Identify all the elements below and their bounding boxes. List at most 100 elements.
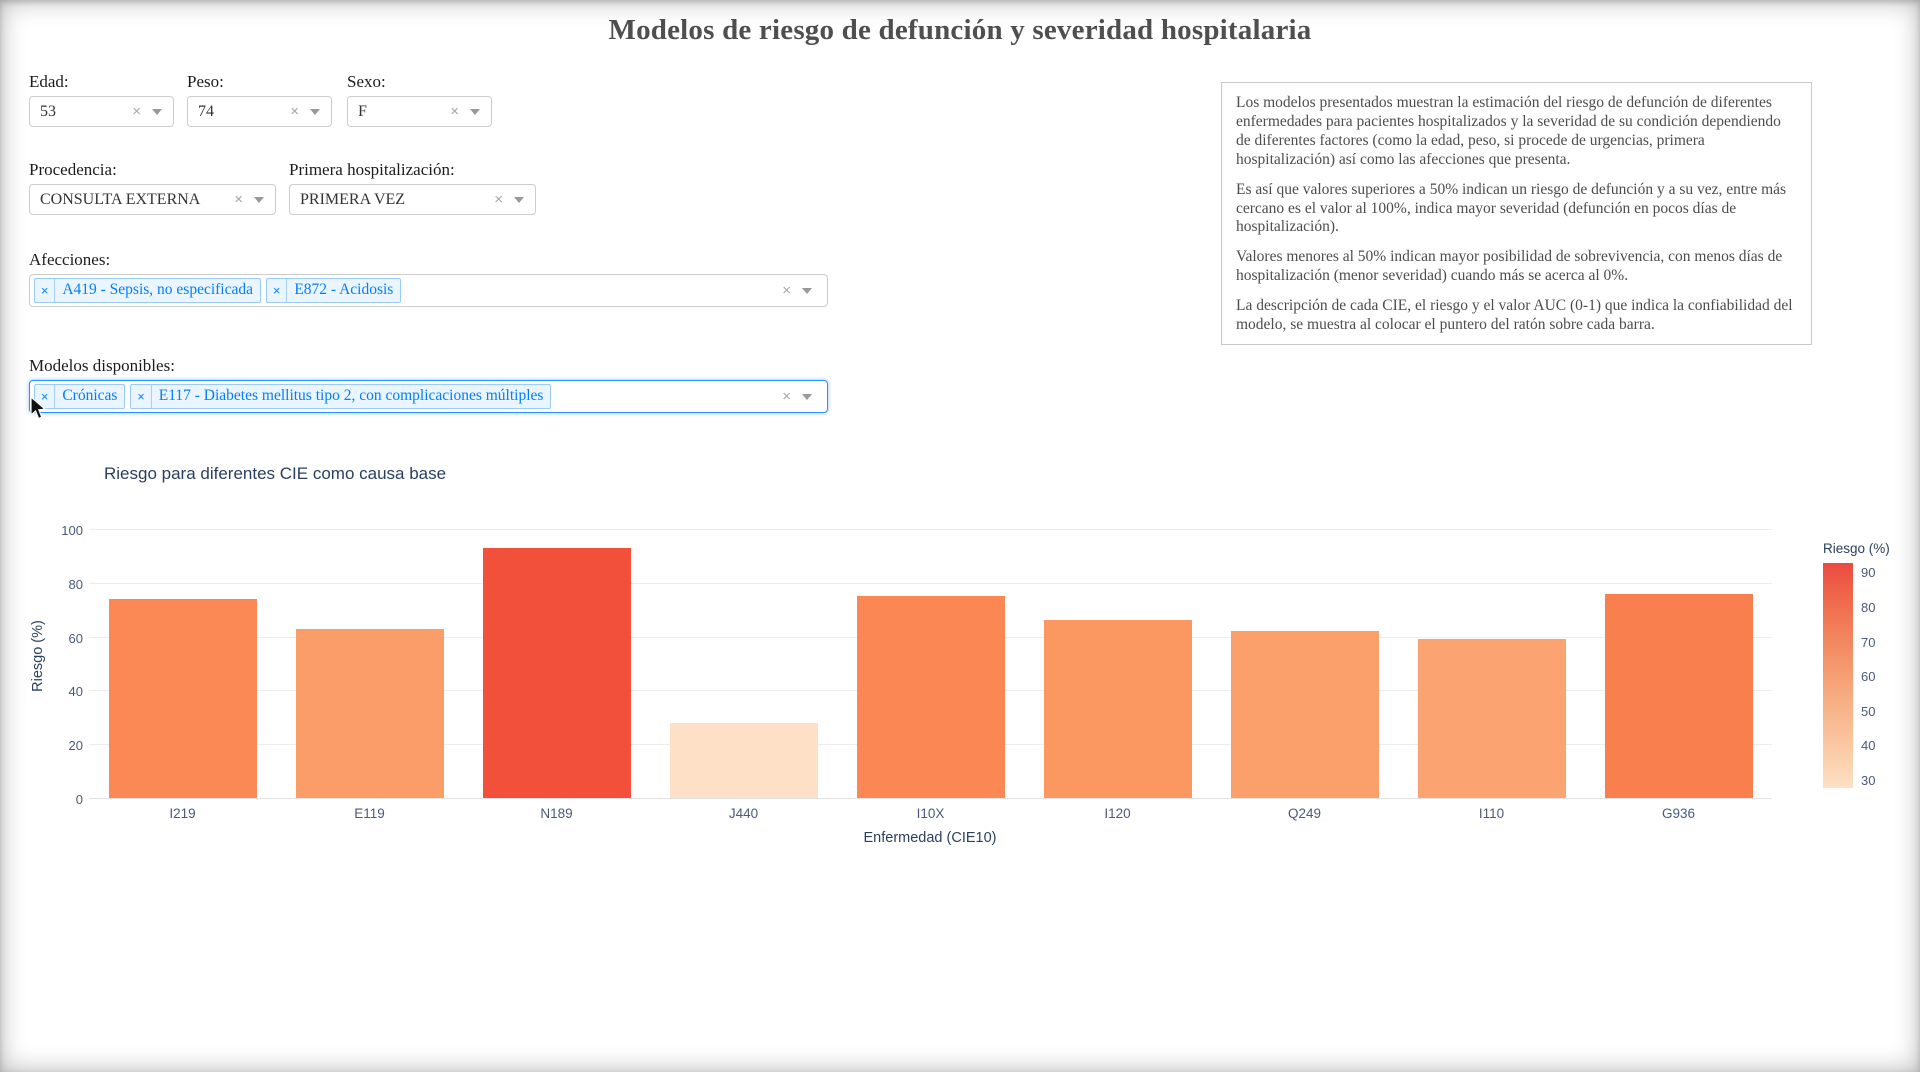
info-box: Los modelos presentados muestran la esti…	[1221, 82, 1812, 345]
afecciones-label: Afecciones:	[29, 250, 111, 269]
info-paragraph: Es así que valores superiores a 50% indi…	[1236, 180, 1787, 236]
afecciones-multiselect[interactable]: × A419 - Sepsis, no especificada × E872 - A…	[29, 274, 828, 307]
peso-select[interactable]: 74 ×	[187, 96, 332, 127]
afeccion-chip-remove-icon[interactable]: ×	[267, 279, 288, 302]
info-paragraph: Los modelos presentados muestran la esti…	[1236, 94, 1781, 168]
modelo-chip: × E117 - Diabetes mellitus tipo 2, con co…	[130, 384, 552, 409]
primera-hospitalizacion-value: PRIMERA VEZ	[300, 190, 406, 208]
bar-J440[interactable]	[669, 722, 818, 798]
procedencia-select[interactable]: CONSULTA EXTERNA ×	[29, 184, 276, 215]
peso-label: Peso:	[187, 72, 224, 91]
colorbar-tick-label: 80	[1861, 600, 1876, 615]
procedencia-dropdown-arrow-icon[interactable]	[254, 196, 264, 203]
colorbar-tick-label: 70	[1861, 634, 1876, 650]
bar-I110[interactable]	[1417, 639, 1566, 798]
x-axis-line	[89, 798, 1772, 799]
colorbar-tick-label: 50	[1861, 703, 1876, 719]
y-axis-tick-label: 60	[68, 630, 83, 646]
modelos-chip-list: × Crónicas × E117 - Diabetes mellitus tipo …	[34, 384, 782, 409]
afeccion-chip-label: E872 - Acidosis	[294, 281, 394, 298]
y-axis-tick-label: 20	[68, 738, 83, 754]
modelos-dropdown-arrow-icon[interactable]	[802, 393, 812, 400]
chart-title: Riesgo para diferentes CIE como causa ba…	[104, 464, 447, 483]
field-primera-hospitalizacion: Primera hospitalización: PRIMERA VEZ ×	[289, 160, 536, 215]
sexo-select[interactable]: F ×	[347, 96, 492, 127]
peso-dropdown-arrow-icon[interactable]	[310, 108, 320, 115]
afeccion-chip: × A419 - Sepsis, no especificada	[34, 278, 261, 303]
field-edad: Edad: 53 ×	[29, 72, 174, 127]
colorbar-tick-label: 60	[1861, 669, 1876, 685]
x-axis-tick-label: Q249	[1287, 806, 1322, 821]
field-modelos-disponibles: Modelos disponibles: × Crónicas × E117 - Di…	[29, 356, 828, 413]
modelos-disponibles-label: Modelos disponibles:	[29, 356, 175, 375]
x-axis-tick-label: I120	[1104, 806, 1131, 821]
info-paragraph: La descripción de cada CIE, el riesgo y …	[1236, 297, 1793, 334]
procedencia-label: Procedencia:	[29, 160, 117, 179]
x-axis-tick-label: I10X	[916, 806, 945, 821]
x-axis-tick-label: I110	[1478, 806, 1505, 821]
x-axis-tick-label: E119	[354, 806, 385, 821]
x-axis-tick-label: J440	[728, 806, 759, 821]
colorbar-tick-label: 90	[1861, 565, 1876, 581]
bar-N189[interactable]	[482, 547, 631, 798]
modelo-chip-label: E117 - Diabetes mellitus tipo 2, con com…	[158, 387, 544, 404]
sexo-dropdown-arrow-icon[interactable]	[470, 108, 480, 115]
peso-clear-icon[interactable]: ×	[290, 103, 299, 120]
afeccion-chip-label: A419 - Sepsis, no especificada	[62, 281, 253, 298]
info-paragraph: Valores menores al 50% indican mayor pos…	[1236, 248, 1783, 285]
y-axis-tick-label: 40	[68, 684, 83, 700]
modelo-chip-label: Crónicas	[62, 387, 118, 404]
afecciones-clear-icon[interactable]: ×	[782, 282, 791, 299]
page-title: Modelos de riesgo de defunción y severid…	[608, 14, 1312, 46]
colorbar-gradient	[1823, 563, 1853, 788]
y-gridline	[89, 529, 1772, 530]
bar-I10X[interactable]	[856, 596, 1005, 798]
bar-E119[interactable]	[295, 628, 444, 798]
edad-clear-icon[interactable]: ×	[132, 103, 141, 120]
modelo-chip-remove-icon[interactable]: ×	[35, 385, 56, 408]
edad-dropdown-arrow-icon[interactable]	[152, 108, 162, 115]
primera-hospitalizacion-clear-icon[interactable]: ×	[494, 191, 503, 208]
edad-label: Edad:	[29, 72, 69, 91]
y-gridline	[89, 582, 1772, 584]
x-axis-tick-label: G936	[1661, 806, 1696, 821]
colorbar-tick-label: 30	[1861, 773, 1876, 789]
edad-value: 53	[40, 102, 56, 120]
edad-select[interactable]: 53 ×	[29, 96, 174, 127]
sexo-label: Sexo:	[347, 72, 386, 91]
colorbar-tick-label: 40	[1861, 738, 1876, 754]
x-axis-tick-label: I219	[169, 806, 196, 821]
field-afecciones: Afecciones: × A419 - Sepsis, no especific…	[29, 250, 828, 307]
x-axis-tick-label: N189	[540, 806, 573, 821]
x-axis-title: Enfermedad (CIE10)	[863, 830, 997, 846]
bar-G936[interactable]	[1604, 593, 1753, 798]
bar-chart-plot-area: 0 20 40 60 80 100	[61, 520, 1772, 807]
procedencia-clear-icon[interactable]: ×	[234, 191, 243, 208]
modelos-disponibles-multiselect[interactable]: × Crónicas × E117 - Diabetes mellitus tipo …	[29, 380, 828, 413]
afecciones-chip-list: × A419 - Sepsis, no especificada × E872 - A…	[34, 278, 782, 303]
bar-I219[interactable]	[108, 598, 257, 798]
modelos-clear-icon[interactable]: ×	[782, 388, 791, 405]
afeccion-chip: × E872 - Acidosis	[266, 278, 402, 303]
bar-I120[interactable]	[1043, 620, 1192, 798]
colorbar-title: Riesgo (%)	[1823, 541, 1890, 556]
afeccion-chip-remove-icon[interactable]: ×	[35, 279, 56, 302]
y-axis-tick-label: 80	[68, 576, 83, 592]
y-axis-tick-label: 0	[75, 792, 83, 807]
procedencia-value: CONSULTA EXTERNA	[40, 190, 201, 208]
afecciones-dropdown-arrow-icon[interactable]	[802, 287, 812, 294]
sexo-value: F	[358, 102, 367, 120]
peso-value: 74	[198, 102, 214, 120]
primera-hospitalizacion-dropdown-arrow-icon[interactable]	[514, 196, 524, 203]
field-sexo: Sexo: F ×	[347, 72, 492, 127]
bar-Q249[interactable]	[1230, 631, 1379, 798]
y-axis-tick-label: 100	[61, 523, 83, 538]
modelo-chip: × Crónicas	[34, 384, 126, 409]
sexo-clear-icon[interactable]: ×	[450, 103, 459, 120]
primera-hospitalizacion-select[interactable]: PRIMERA VEZ ×	[289, 184, 536, 215]
y-axis-title: Riesgo (%)	[30, 620, 46, 692]
modelo-chip-remove-icon[interactable]: ×	[131, 385, 152, 408]
field-peso: Peso: 74 ×	[187, 72, 332, 127]
field-procedencia: Procedencia: CONSULTA EXTERNA ×	[29, 160, 276, 215]
